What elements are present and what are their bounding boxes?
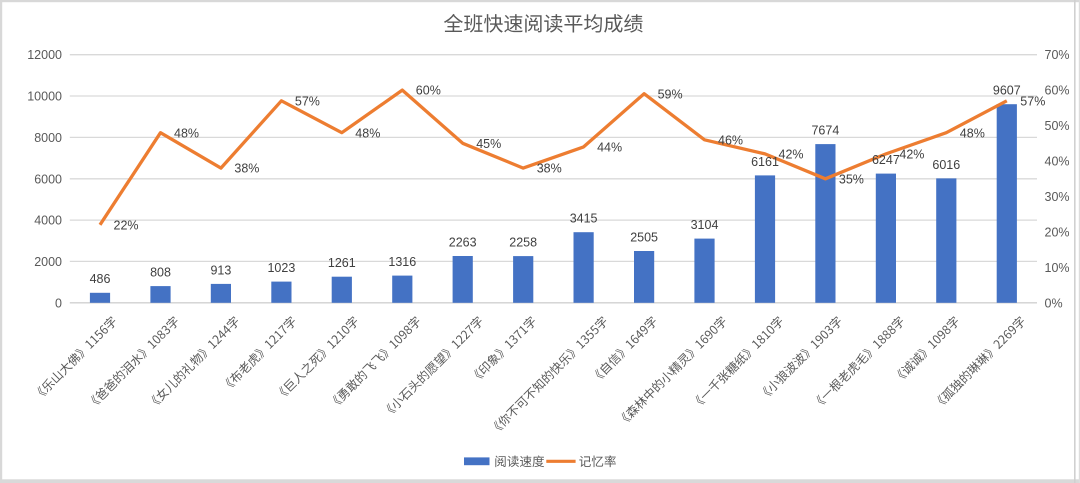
svg-text:1316: 1316 xyxy=(388,255,416,269)
svg-text:3104: 3104 xyxy=(691,218,719,232)
svg-text:48%: 48% xyxy=(355,126,380,140)
svg-text:4000: 4000 xyxy=(34,214,62,228)
svg-text:2000: 2000 xyxy=(34,255,62,269)
svg-text:60%: 60% xyxy=(1045,84,1070,98)
svg-text:38%: 38% xyxy=(234,162,259,176)
svg-text:35%: 35% xyxy=(839,172,864,186)
svg-text:9607: 9607 xyxy=(993,84,1021,98)
svg-text:7674: 7674 xyxy=(811,124,839,138)
svg-text:6161: 6161 xyxy=(751,155,779,169)
svg-text:59%: 59% xyxy=(658,87,683,101)
svg-text:10000: 10000 xyxy=(27,90,62,104)
svg-text:42%: 42% xyxy=(899,148,924,162)
svg-text:12000: 12000 xyxy=(27,48,62,62)
svg-text:0%: 0% xyxy=(1045,296,1063,310)
svg-text:70%: 70% xyxy=(1045,48,1070,62)
svg-text:6016: 6016 xyxy=(932,158,960,172)
svg-text:57%: 57% xyxy=(295,94,320,108)
svg-text:22%: 22% xyxy=(114,218,139,232)
svg-text:46%: 46% xyxy=(718,133,743,147)
svg-text:42%: 42% xyxy=(779,148,804,162)
svg-text:40%: 40% xyxy=(1045,155,1070,169)
svg-text:45%: 45% xyxy=(476,137,501,151)
svg-text:6000: 6000 xyxy=(34,172,62,186)
svg-text:3415: 3415 xyxy=(570,212,598,226)
svg-text:57%: 57% xyxy=(1020,94,1045,108)
svg-text:8000: 8000 xyxy=(34,131,62,145)
svg-text:913: 913 xyxy=(210,263,231,277)
svg-text:44%: 44% xyxy=(597,141,622,155)
svg-text:2505: 2505 xyxy=(630,230,658,244)
svg-text:1023: 1023 xyxy=(267,261,295,275)
svg-text:30%: 30% xyxy=(1045,190,1070,204)
svg-text:2263: 2263 xyxy=(449,235,477,249)
svg-text:48%: 48% xyxy=(960,126,985,140)
svg-text:38%: 38% xyxy=(537,162,562,176)
svg-text:48%: 48% xyxy=(174,126,199,140)
svg-text:2258: 2258 xyxy=(509,236,537,250)
svg-text:10%: 10% xyxy=(1045,261,1070,275)
svg-text:1261: 1261 xyxy=(328,256,356,270)
svg-text:6247: 6247 xyxy=(872,153,900,167)
svg-text:60%: 60% xyxy=(416,84,441,98)
svg-text:50%: 50% xyxy=(1045,119,1070,133)
svg-text:20%: 20% xyxy=(1045,226,1070,240)
svg-text:486: 486 xyxy=(90,272,111,286)
svg-text:0: 0 xyxy=(55,296,62,310)
svg-text:808: 808 xyxy=(150,266,171,280)
